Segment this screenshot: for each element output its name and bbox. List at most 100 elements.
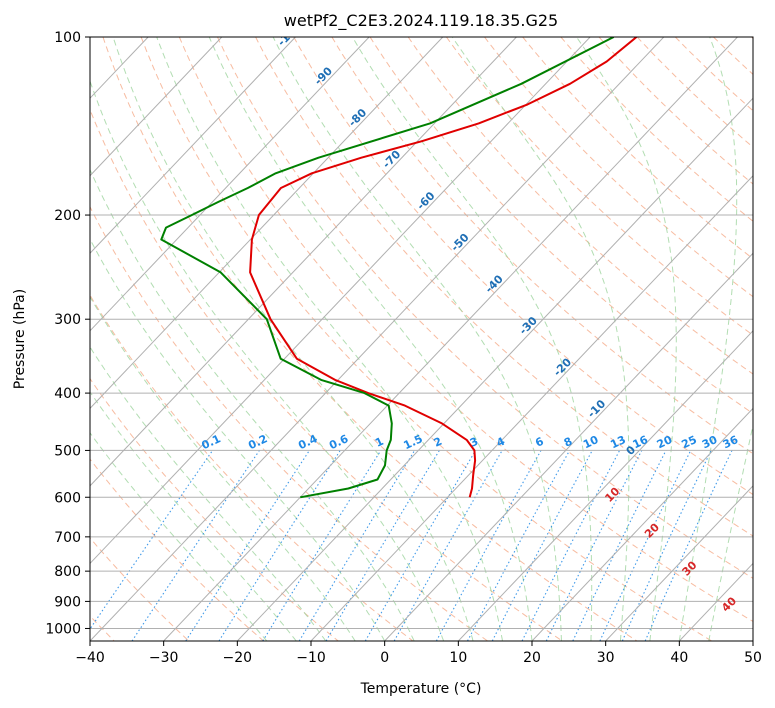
isotherm-line [384,252,753,641]
mixing-ratio-line [131,450,260,641]
moist-adiabat-label: -10 [585,397,608,420]
mixing-ratio-label: 0.1 [200,432,223,452]
dry-adiabat-line [713,37,753,76]
x-tick-label: −20 [223,650,253,666]
dry-adiabat-line [90,205,488,641]
x-tick-label: −10 [296,650,326,666]
y-axis: 100 200 300 400 500 600 700 800 900 1000 [45,30,90,637]
isotherm-line [90,37,665,641]
dry-adiabat-line [140,37,712,641]
mixing-ratio-line [545,450,643,641]
dry-adiabat-line [560,37,753,222]
moist-adiabat-label: -60 [414,189,437,212]
dry-adiabat-line [598,37,753,185]
x-tick-label: 20 [523,650,541,666]
moist-adiabat-line [678,37,738,641]
mixing-ratio-label: 20 [655,433,675,451]
x-tick-label: 40 [670,650,688,666]
dry-adiabat-line [751,37,753,39]
isotherm-line [90,37,296,255]
mixing-ratio-line [435,450,542,641]
mixing-ratio-line [325,450,440,641]
moist-adiabat-line [208,37,533,641]
isotherm-line [531,407,753,641]
dry-adiabat-line [445,37,753,336]
moist-adiabat-line [90,296,356,641]
isotherm-line [90,37,517,487]
y-tick-label: 700 [54,530,81,546]
moist-adiabat-line [156,37,503,641]
mixing-ratio-line [364,450,477,641]
dry-adiabat-line [90,458,264,641]
isotherm-line [90,37,370,332]
mixing-ratio-label: 0.6 [327,432,350,452]
isotherm-line [605,485,753,641]
mixing-ratio-line [599,450,692,641]
mixing-ratio-line [467,450,571,641]
isotherm-line [163,37,738,641]
moist-adiabat-line [90,346,327,641]
x-tick-label: 0 [380,650,389,666]
moist-adiabat-line [576,37,677,641]
isotherm-line [236,97,753,641]
moist-adiabat-line [112,37,474,641]
y-tick-label: 500 [54,443,81,459]
dry-adiabat-label: 30 [680,558,700,578]
mixing-ratio-label: 30 [700,433,720,451]
moist-adiabat-line [90,432,268,641]
mixing-ratio-label: 0.4 [296,432,319,452]
moist-adiabat-line [708,422,753,641]
reference-labels: 0.1 0.2 0.4 0.6 1 1.5 2 3 4 6 8 10 13 16 20 25 30 36-100-… [200,20,741,615]
x-axis-label: Temperature (°C) [360,681,482,697]
mixing-ratio-label: 3 [468,435,480,450]
x-tick-label: 30 [597,650,615,666]
dry-adiabat-line [90,294,414,641]
dry-adiabat-line [636,37,753,148]
moist-adiabat-label: -20 [551,355,574,378]
mixing-ratio-line [521,450,621,641]
x-tick-label: 10 [449,650,467,666]
moist-adiabat-line [90,79,445,641]
dry-adiabat-line [484,37,753,298]
y-tick-label: 400 [54,386,81,402]
mixing-ratio-label: 36 [721,433,741,451]
y-tick-label: 900 [54,594,81,610]
temperature-line [249,37,638,498]
y-tick-label: 300 [54,312,81,328]
moist-adiabat-line [351,37,593,641]
dry-adiabat-line [90,377,339,641]
chart-title: wetPf2_C2E3.2024.119.18.35.G25 [284,11,558,31]
y-tick-label: 100 [54,30,81,46]
y-axis-label: Pressure (hPa) [12,289,28,389]
moist-adiabat-label: -50 [448,231,471,254]
mixing-ratio-line [185,450,310,641]
dry-adiabat-line [102,37,638,641]
mixing-ratio-line [393,450,503,641]
mixing-ratio-label: 10 [581,433,601,451]
y-tick-label: 800 [54,564,81,580]
dry-adiabat-line [178,37,753,623]
moist-adiabat-label: -90 [312,64,335,87]
dry-adiabat-label: 10 [602,485,622,505]
mixing-ratio-line [621,450,712,641]
mixing-ratio-label: 6 [533,435,546,450]
dry-adiabat-line [331,37,753,455]
isotherm-line [310,175,753,641]
dry-adiabat-line [522,37,753,260]
moist-adiabat-label: -40 [483,272,506,295]
plot-frame [89,36,754,642]
x-tick-label: −30 [149,650,179,666]
mixing-ratio-line [262,450,382,641]
x-tick-label: 50 [744,650,762,666]
mixing-ratio-line [90,450,214,630]
moist-adiabat-label: -100 [275,20,304,49]
moist-adiabat-line [272,37,562,641]
y-tick-label: 1000 [45,621,81,637]
isotherm-line [90,37,223,177]
mixing-ratio-label: 13 [608,433,627,451]
isotherm-line [0,37,1,641]
dewpoint-line [160,37,615,499]
isotherm-line [457,330,753,641]
x-tick-label: −40 [75,650,105,666]
